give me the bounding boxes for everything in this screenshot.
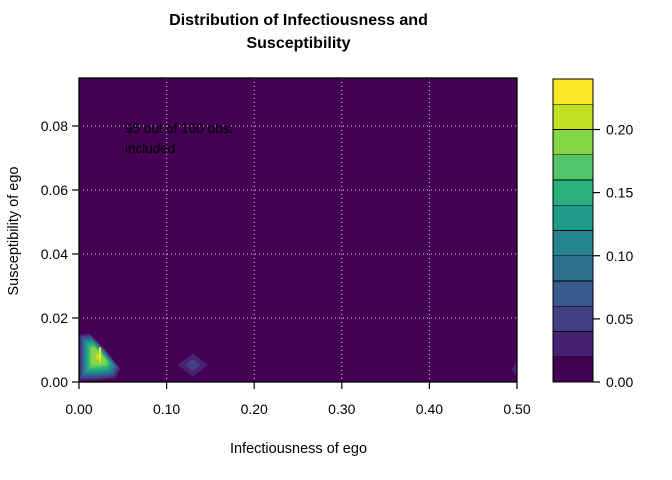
annotation-text: 95 out of 100 obs. included	[125, 121, 234, 156]
chart-title: Distribution of Infectiousness and Susce…	[169, 12, 428, 52]
secondary-peak-band	[185, 359, 201, 371]
y-axis-title: Susceptibility of ego	[6, 166, 22, 296]
x-axis-title: Infectiousness of ego	[229, 441, 368, 457]
y-tick-label: 0.08	[41, 118, 68, 134]
y-tick-label: 0.06	[41, 182, 68, 198]
colorbar-segment	[552, 230, 594, 257]
x-tick-label: 0.20	[241, 401, 268, 417]
colorbar-tick-label: 0.15	[606, 185, 633, 201]
colorbar-segment	[552, 154, 594, 181]
colorbar-tick-label: 0.00	[606, 374, 633, 390]
contour-bands	[79, 333, 517, 381]
colorbar-segment	[552, 103, 594, 130]
colorbar-tick-label: 0.05	[606, 311, 633, 327]
x-tick-label: 0.30	[328, 401, 355, 417]
colorbar-segment	[552, 255, 594, 282]
edge-peak-band	[511, 361, 517, 378]
colorbar-segment	[552, 129, 594, 156]
y-tick-label: 0.04	[41, 246, 68, 262]
plot-background	[79, 78, 517, 382]
y-tick-label: 0.02	[41, 310, 68, 326]
colorbar-segment	[552, 331, 594, 358]
colorbar-segment	[552, 78, 594, 105]
colorbar-segment	[552, 204, 594, 231]
x-tick-label: 0.40	[416, 401, 443, 417]
colorbar-segment	[552, 356, 594, 383]
colorbar-segment	[552, 305, 594, 332]
x-tick-label: 0.10	[153, 401, 180, 417]
colorbar-segment	[552, 179, 594, 206]
primary-peak-core	[99, 347, 102, 362]
x-tick-label: 0.50	[503, 401, 530, 417]
x-tick-label: 0.00	[65, 401, 92, 417]
plot-frame	[78, 77, 518, 383]
y-tick-label: 0.00	[41, 374, 68, 390]
colorbar-segment	[552, 280, 594, 307]
colorbar-tick-label: 0.20	[606, 122, 633, 138]
colorbar-tick-label: 0.10	[606, 248, 633, 264]
